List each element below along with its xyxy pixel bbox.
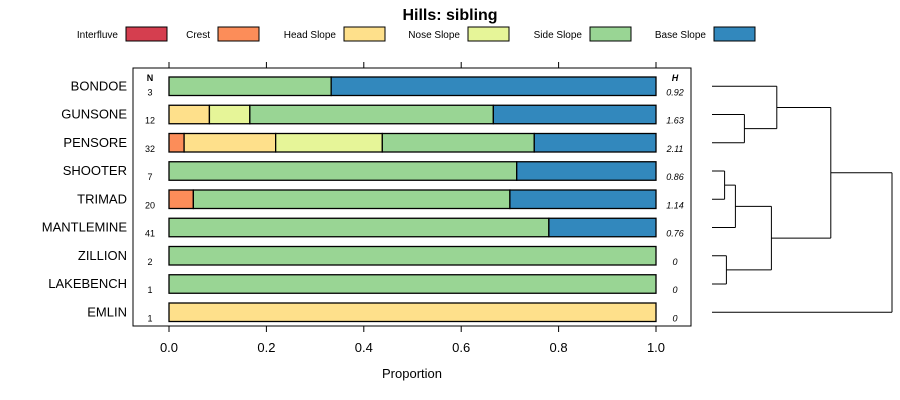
n-value-zillion: 2 [147, 257, 152, 267]
row-label-lakebench: LAKEBENCH [48, 276, 127, 291]
bar-segment-zillion-side-slope [168, 245, 657, 266]
plot-frame [132, 67, 692, 327]
bar-segment-gunsone-head-slope [168, 104, 211, 125]
n-value-bondoe: 3 [147, 87, 152, 97]
h-value-emlin: 0 [672, 313, 677, 323]
h-value-zillion: 0 [672, 257, 677, 267]
h-value-gunsone: 1.63 [666, 116, 684, 126]
row-label-shooter: SHOOTER [63, 163, 127, 178]
h-value-pensore: 2.11 [666, 144, 684, 154]
bar-segment-lakebench-side-slope [168, 274, 657, 294]
legend-swatch-base-slope [713, 26, 756, 42]
legend-label-interfluve: Interfluve [77, 30, 119, 41]
row-label-trimad: TRIMAD [77, 191, 127, 206]
n-value-mantlemine: 41 [145, 229, 155, 239]
chart-title: Hills: sibling [402, 7, 497, 24]
bar-segment-pensore-head-slope [183, 132, 277, 153]
legend-label-side-slope: Side Slope [534, 30, 583, 41]
bar-segment-gunsone-nose-slope [208, 104, 251, 125]
n-header: N [147, 73, 154, 83]
bar-segment-pensore-nose-slope [275, 132, 383, 153]
bar-segment-pensore-side-slope [381, 132, 535, 153]
x-tick-label-5: 1.0 [647, 340, 665, 355]
h-header: H [672, 73, 679, 83]
h-value-lakebench: 0 [672, 285, 677, 295]
bar-segment-trimad-base-slope [509, 189, 657, 210]
row-label-gunsone: GUNSONE [61, 107, 127, 122]
legend-swatch-crest [217, 26, 260, 42]
bar-segment-pensore-crest [168, 132, 185, 153]
x-tick-label-2: 0.4 [355, 340, 373, 355]
bar-segment-bondoe-side-slope [168, 76, 332, 97]
x-tick-label-4: 0.8 [550, 340, 568, 355]
dendrogram [712, 85, 893, 313]
h-value-trimad: 1.14 [666, 200, 684, 210]
n-value-lakebench: 1 [147, 285, 152, 295]
x-axis: 0.0 0.2 0.4 0.6 0.8 1.0 [160, 62, 665, 355]
row-label-zillion: ZILLION [78, 248, 127, 263]
row-label-pensore: PENSORE [63, 135, 127, 150]
bar-segment-shooter-side-slope [168, 161, 518, 181]
row-label-bondoe: BONDOE [71, 78, 128, 93]
n-value-pensore: 32 [145, 144, 155, 154]
legend-label-base-slope: Base Slope [655, 30, 707, 41]
legend-swatch-head-slope [343, 26, 386, 42]
n-value-shooter: 7 [147, 172, 152, 182]
legend-swatch-nose-slope [467, 26, 510, 42]
bar-segment-pensore-base-slope [533, 132, 657, 153]
bar-segment-emlin-head-slope [168, 302, 657, 323]
bar-segment-gunsone-side-slope [249, 104, 494, 125]
h-value-shooter: 0.86 [666, 172, 684, 182]
bars [168, 76, 657, 323]
bar-segment-gunsone-base-slope [492, 104, 657, 125]
n-value-emlin: 1 [147, 313, 152, 323]
x-tick-label-3: 0.6 [452, 340, 470, 355]
bar-segment-mantlemine-side-slope [168, 217, 550, 238]
x-tick-label-0: 0.0 [160, 340, 178, 355]
row-label-emlin: EMLIN [87, 304, 127, 319]
x-axis-title: Proportion [382, 366, 442, 381]
bar-segment-mantlemine-base-slope [548, 217, 657, 238]
legend-label-head-slope: Head Slope [284, 30, 337, 41]
row-label-mantlemine: MANTLEMINE [42, 220, 128, 235]
legend: Interfluve Crest Head Slope Nose Slope Side … [77, 26, 756, 42]
legend-swatch-side-slope [589, 26, 632, 42]
n-value-gunsone: 12 [145, 116, 155, 126]
h-value-mantlemine: 0.76 [666, 229, 684, 239]
legend-label-crest: Crest [186, 30, 210, 41]
bar-segment-trimad-crest [168, 189, 195, 210]
legend-swatch-interfluve [125, 26, 168, 42]
legend-label-nose-slope: Nose Slope [408, 30, 460, 41]
bar-segment-trimad-side-slope [192, 189, 511, 210]
bar-segment-shooter-base-slope [516, 161, 657, 181]
n-value-trimad: 20 [145, 200, 155, 210]
bar-segment-bondoe-base-slope [330, 76, 657, 97]
x-tick-label-1: 0.2 [257, 340, 275, 355]
h-value-bondoe: 0.92 [666, 87, 684, 97]
